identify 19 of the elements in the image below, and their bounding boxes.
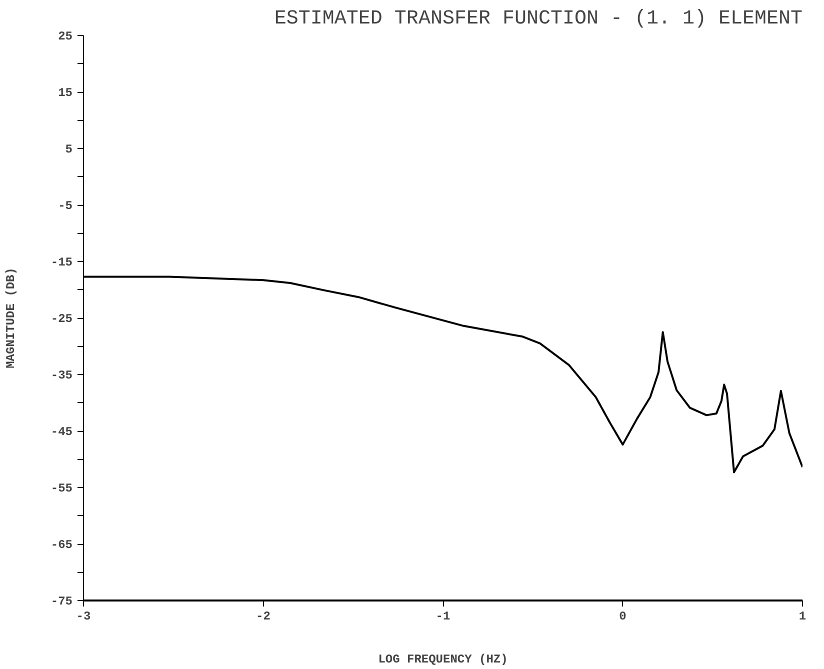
y-tick-label: -35 [50,368,73,382]
y-tick-label: 5 [65,142,72,156]
y-tick-label: -5 [58,199,73,213]
y-tick-label: -25 [50,312,73,326]
chart-title: ESTIMATED TRANSFER FUNCTION - (1. 1) ELEMENT [274,8,803,30]
y-tick-label: -65 [50,538,73,552]
x-tick-label: -3 [76,610,91,624]
y-tick-label: -55 [50,482,73,496]
y-tick-label: -45 [50,425,73,439]
y-tick-label: -75 [50,594,73,608]
y-tick-label: -15 [50,256,73,270]
y-tick-label: 25 [58,30,73,44]
y-axis-title: MAGNITUDE (DB) [4,268,18,368]
x-tick-label: -2 [256,610,270,624]
x-tick-label: 1 [798,610,806,624]
x-tick-label: 0 [619,610,626,624]
x-tick-label: -1 [436,610,450,624]
x-axis-title: LOG FREQUENCY (HZ) [378,652,508,666]
y-tick-label: 15 [58,86,73,100]
